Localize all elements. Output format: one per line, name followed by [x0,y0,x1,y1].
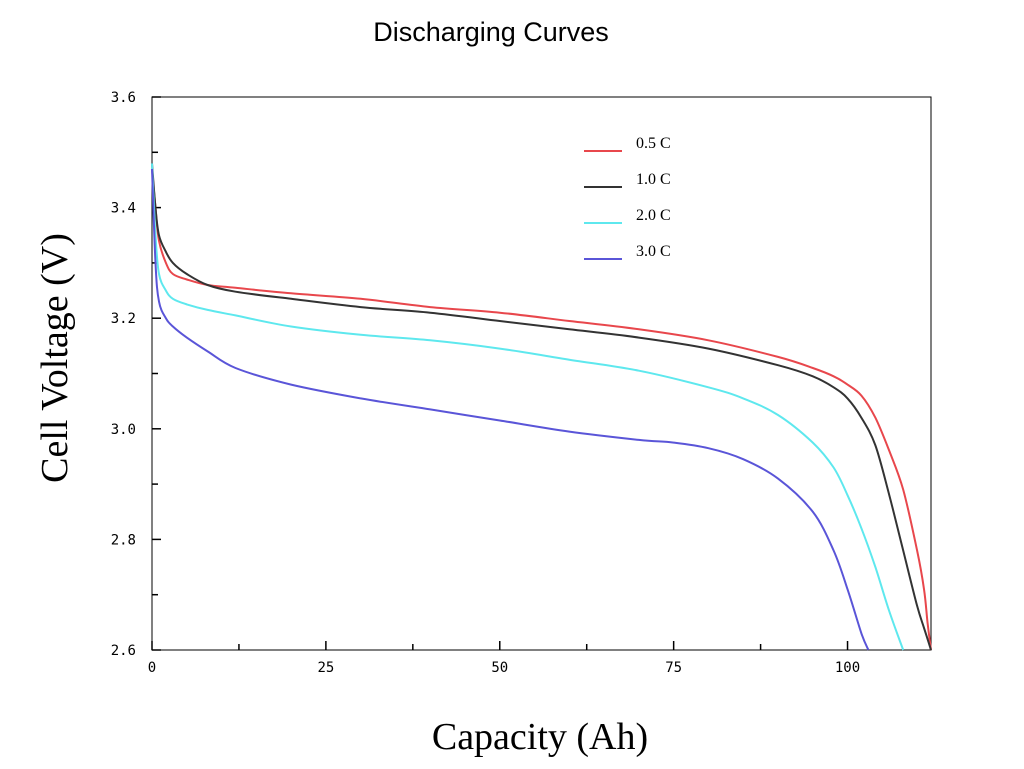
x-tick-label: 0 [148,660,156,676]
y-tick-label: 3.4 [111,201,136,217]
y-tick-label: 3.2 [111,311,136,327]
y-tick-label: 3.0 [111,422,136,438]
axis-ticks: 2.6 2.8 3.0 3.2 3.4 3.6 0 25 50 75 100 [111,90,860,676]
y-tick-label: 2.8 [111,532,136,548]
x-tick-label: 75 [665,660,682,676]
legend-label: 0.5 C [636,135,671,152]
x-tick-label: 50 [491,660,508,676]
legend-label: 1.0 C [636,171,671,188]
series-lines [151,163,932,651]
x-tick-label: 25 [317,660,334,676]
legend: 0.5 C 1.0 C 2.0 C 3.0 C [584,135,671,260]
series-line-1 [151,163,932,651]
series-line-2 [151,163,905,651]
legend-label: 3.0 C [636,243,671,260]
y-tick-label: 3.6 [111,90,136,106]
x-axis-label: Capacity (Ah) [432,716,648,758]
chart-title: Discharging Curves [373,17,609,47]
series-line-0 [151,168,932,651]
series-line-3 [151,168,870,651]
legend-label: 2.0 C [636,207,671,224]
y-axis-label: Cell Voltage (V) [34,233,76,483]
y-tick-label: 2.6 [111,643,136,659]
plot-frame [151,96,932,651]
x-tick-label: 100 [835,660,860,676]
